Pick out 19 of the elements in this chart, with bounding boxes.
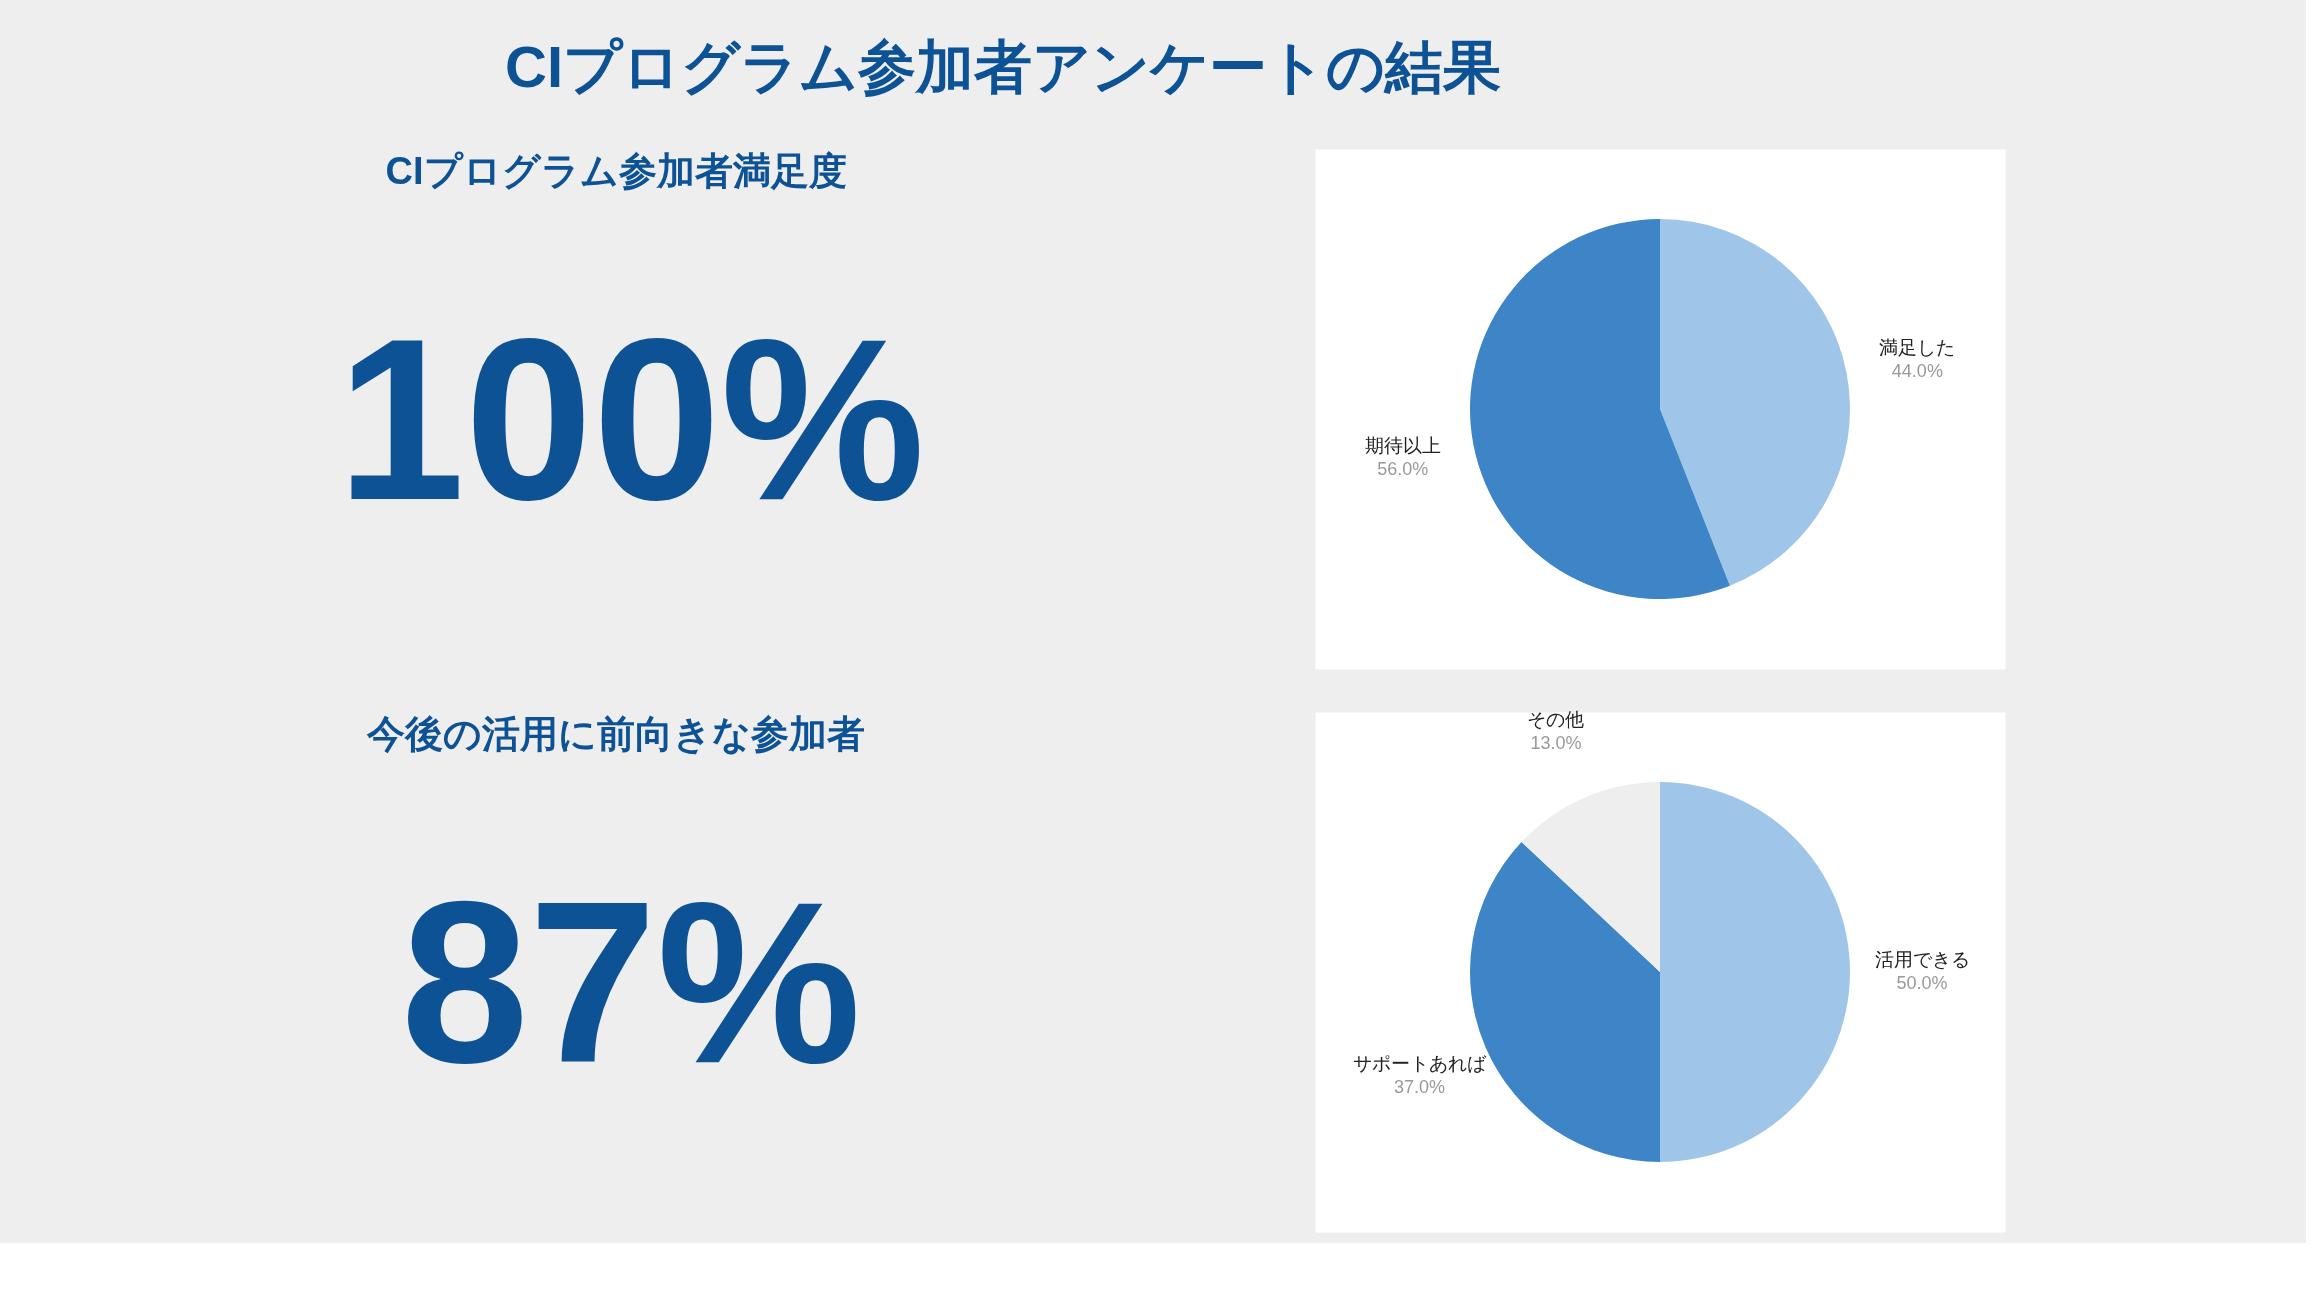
slice-label: その他 (1527, 708, 1585, 730)
data-label: 44.0% (1891, 360, 1943, 381)
data-label: 13.0% (1530, 732, 1582, 753)
slice-label: 期待以上 (1364, 435, 1441, 457)
text: CIプログラム参加者満足度 (385, 150, 847, 192)
data-label: 37.0% (1394, 1077, 1446, 1098)
pie-slice (1521, 782, 1660, 972)
text: CIプログラム参加者アンケートの結果 (505, 33, 1501, 99)
slice-label: 活用できる (1874, 949, 1970, 970)
text: 100% (336, 291, 926, 548)
slice-label: 満足した (1879, 336, 1956, 358)
pie-slice (1660, 782, 1850, 1162)
text: 今後の活用に前向きな参加者 (366, 713, 865, 755)
pie-slice (1660, 219, 1850, 586)
data-label: 56.0% (1377, 459, 1429, 480)
slice-label: サポートあれば (1353, 1053, 1488, 1075)
data-label: 50.0% (1896, 973, 1948, 993)
pie-slice (1470, 219, 1730, 599)
text: 87% (400, 854, 862, 1111)
